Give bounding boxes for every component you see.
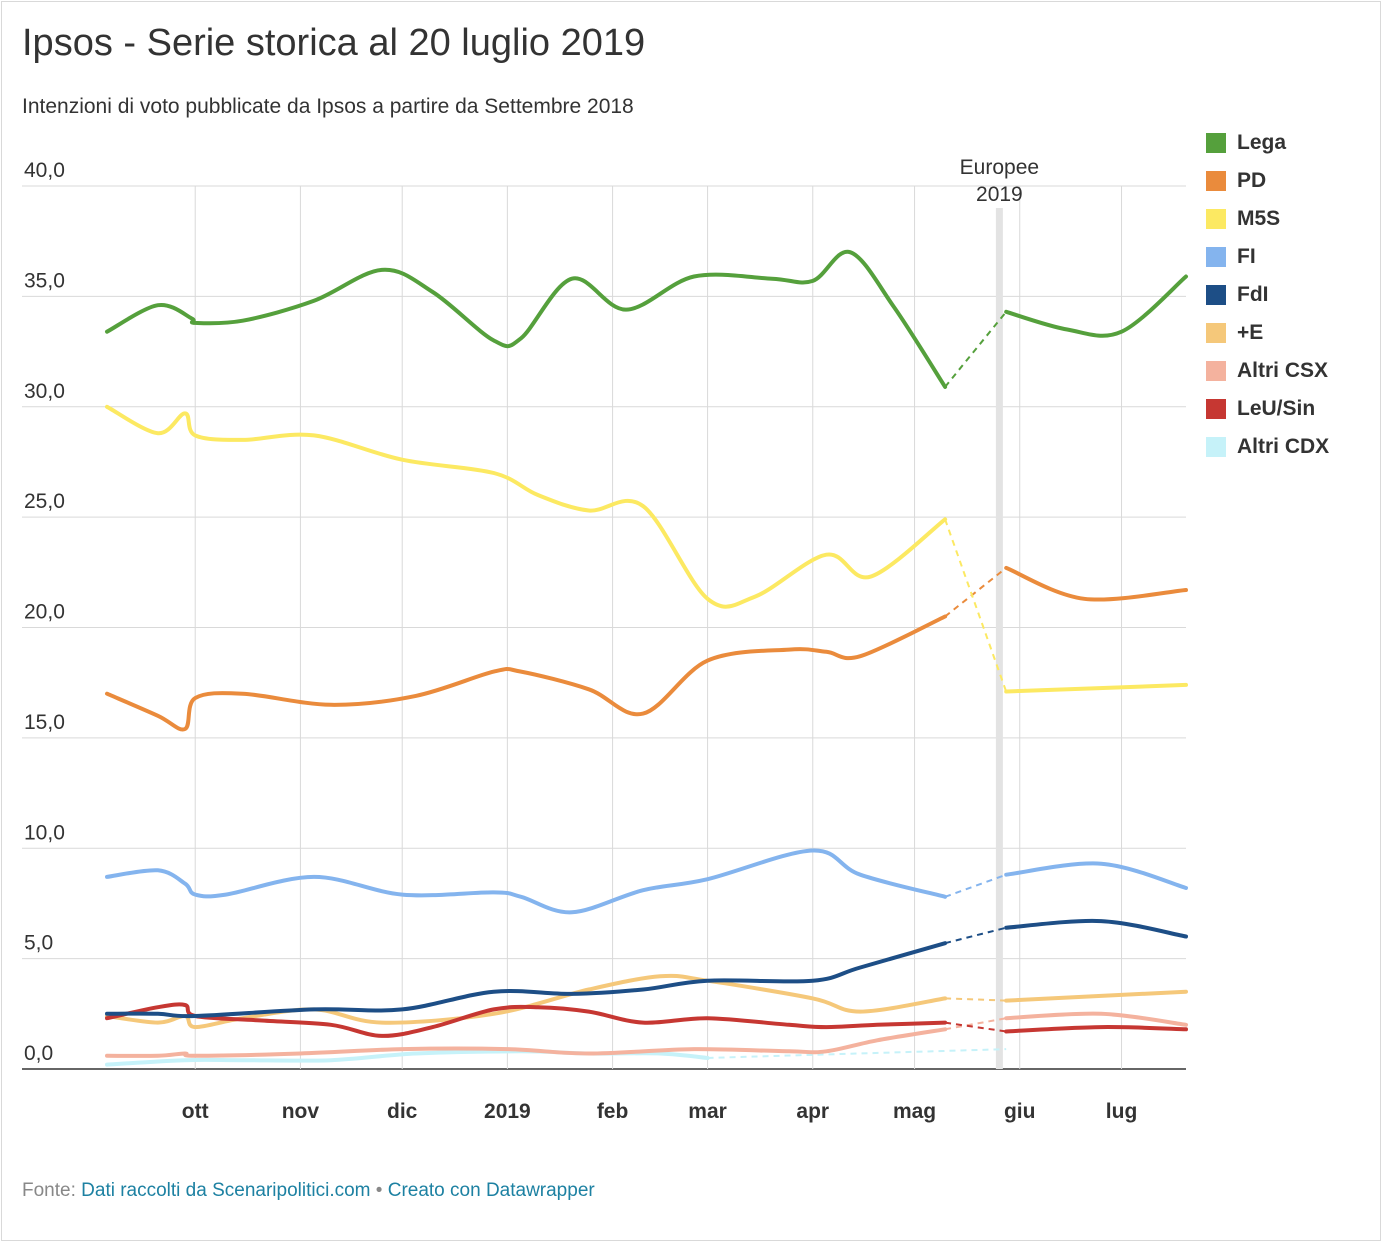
europee-label-line1: Europee <box>960 156 1039 179</box>
series-gap-m5s <box>944 518 1008 692</box>
x-tick-label: feb <box>597 1100 629 1123</box>
series-fi <box>105 848 1188 915</box>
series-m5s <box>105 404 1188 694</box>
legend-swatch <box>1206 361 1226 381</box>
y-tick-label: 20,0 <box>24 601 65 624</box>
europee-label-line2: 2019 <box>976 183 1023 206</box>
y-tick-label: 0,0 <box>24 1042 53 1065</box>
legend-swatch <box>1206 285 1226 305</box>
x-tick-label: dic <box>387 1100 418 1123</box>
chart-title: Ipsos - Serie storica al 20 luglio 2019 <box>22 22 646 64</box>
legend-swatch <box>1206 437 1226 457</box>
series-line-leu-sin <box>105 1002 948 1038</box>
legend-label: LeU/Sin <box>1237 397 1316 420</box>
legend-item-fi: FI <box>1206 238 1329 276</box>
y-tick-label: 40,0 <box>24 159 65 182</box>
legend-label: FI <box>1237 245 1256 268</box>
chart-legend: Lega PD M5S FI FdI +E Altri CSX LeU/Sin Altri CD… <box>1206 124 1329 466</box>
legend-swatch <box>1206 171 1226 191</box>
series-line-lega-after <box>1004 274 1188 338</box>
series-line-lega <box>105 249 948 389</box>
series-line-pd-after <box>1004 565 1188 602</box>
series-line-leu-sin-after <box>1004 1025 1188 1034</box>
series-line-altri-csx-after <box>1004 1011 1188 1027</box>
x-tick-label: giu <box>1004 1100 1036 1123</box>
footer-separator: • <box>375 1180 383 1201</box>
series-pd <box>105 565 1188 732</box>
legend-swatch <box>1206 133 1226 153</box>
y-tick-label: 35,0 <box>24 269 65 292</box>
source-link[interactable]: Dati raccolti da Scenaripolitici.com <box>81 1180 371 1201</box>
series-line-fi-after <box>1004 861 1188 890</box>
legend-item-pd: PD <box>1206 162 1329 200</box>
series-leu-sin <box>105 1002 1188 1038</box>
series-line-e-after <box>1004 989 1188 1003</box>
y-tick-label: 30,0 <box>24 380 65 403</box>
series-line-altri-csx <box>105 1027 948 1058</box>
legend-item-e: +E <box>1206 314 1329 352</box>
legend-item-fdi: FdI <box>1206 276 1329 314</box>
legend-label: +E <box>1237 321 1264 344</box>
legend-label: Lega <box>1237 131 1287 154</box>
legend-swatch <box>1206 247 1226 267</box>
footer-prefix: Fonte: <box>22 1180 76 1201</box>
x-tick-label: nov <box>282 1100 320 1123</box>
y-tick-label: 10,0 <box>24 821 65 844</box>
legend-label: Altri CDX <box>1237 435 1330 458</box>
series-gap-lega <box>944 311 1007 388</box>
x-tick-label: mag <box>893 1100 936 1123</box>
legend-label: FdI <box>1237 283 1269 306</box>
legend-swatch <box>1206 209 1226 229</box>
series-gap-altri-cdx <box>707 1048 1007 1059</box>
x-tick-label: ott <box>182 1100 209 1123</box>
legend-item-lega: Lega <box>1206 124 1329 162</box>
legend-label: Altri CSX <box>1237 359 1329 382</box>
legend-item-altri-cdx: Altri CDX <box>1206 428 1329 466</box>
y-tick-label: 25,0 <box>24 490 65 513</box>
chart-subtitle: Intenzioni di voto pubblicate da Ipsos a… <box>22 95 634 118</box>
legend-swatch <box>1206 399 1226 419</box>
legend-label: M5S <box>1237 207 1281 230</box>
legend-swatch <box>1206 323 1226 343</box>
y-tick-label: 15,0 <box>24 711 65 734</box>
series-lega <box>105 249 1188 389</box>
series-gap-pd <box>944 567 1007 618</box>
legend-label: PD <box>1237 169 1267 192</box>
x-tick-label: 2019 <box>484 1100 531 1123</box>
series-line-fdi-after <box>1004 918 1188 939</box>
series-altri-csx <box>105 1011 1188 1058</box>
x-tick-label: lug <box>1106 1100 1138 1123</box>
legend-item-m5s: M5S <box>1206 200 1329 238</box>
legend-item-leu-sin: LeU/Sin <box>1206 390 1329 428</box>
y-tick-label: 5,0 <box>24 932 53 955</box>
series-fdi <box>105 918 1188 1019</box>
chart-footer: Fonte: Dati raccolti da Scenaripolitici.… <box>22 1180 595 1202</box>
series-line-m5s-after <box>1004 682 1188 694</box>
series-line-pd <box>105 614 948 732</box>
series-line-m5s <box>105 404 948 609</box>
series-line-fi <box>105 848 948 915</box>
legend-item-altri-csx: Altri CSX <box>1206 352 1329 390</box>
x-tick-label: apr <box>796 1100 829 1123</box>
datawrapper-link[interactable]: Creato con Datawrapper <box>387 1180 595 1201</box>
x-tick-label: mar <box>688 1100 727 1123</box>
